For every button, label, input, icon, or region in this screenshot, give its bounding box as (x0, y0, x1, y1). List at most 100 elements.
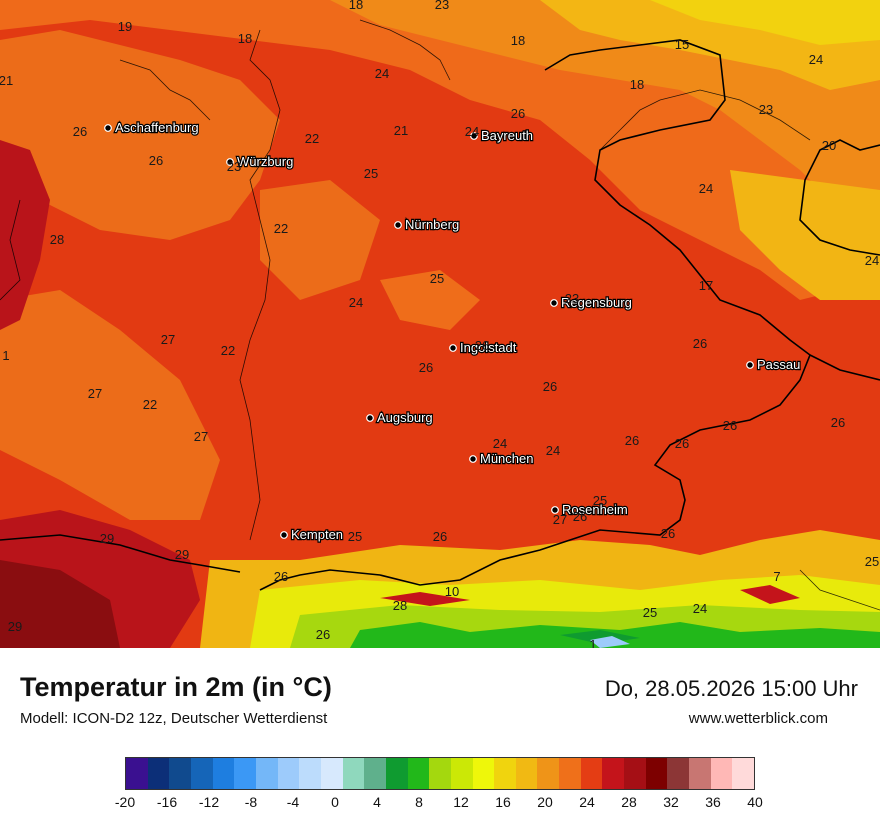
temperature-value-label: 26 (625, 433, 639, 448)
legend-tick-label: 0 (331, 794, 339, 810)
legend-tick-label: -16 (156, 794, 178, 810)
city-label: Regensburg (561, 295, 632, 310)
city-marker[interactable]: Würzburg (226, 153, 295, 170)
legend-color-swatch (277, 758, 300, 789)
legend-tick-label: -12 (198, 794, 220, 810)
legend-color-swatch (732, 758, 755, 789)
legend-tick-label: 12 (453, 794, 469, 810)
legend-tick-label: -20 (114, 794, 136, 810)
legend-color-swatch (234, 758, 256, 789)
temperature-value-label: 29 (8, 619, 22, 634)
temperature-value-label: 24 (375, 66, 389, 81)
temperature-value-label: 15 (675, 37, 689, 52)
city-dot (550, 299, 558, 307)
temperature-value-label: 29 (100, 531, 114, 546)
temperature-value-label: 23 (759, 102, 773, 117)
temperature-value-label: 18 (238, 31, 252, 46)
temperature-value-label: 26 (661, 526, 675, 541)
temperature-value-label: 26 (73, 124, 87, 139)
temperature-value-label: 22 (143, 397, 157, 412)
legend-color-swatch (515, 758, 538, 789)
temperature-value-label: 20 (822, 138, 836, 153)
temperature-value-label: 1 (589, 637, 596, 648)
temperature-value-label: 28 (393, 598, 407, 613)
city-label: Nürnberg (405, 217, 459, 232)
temperature-value-label: 24 (693, 601, 707, 616)
legend-color-swatch (450, 758, 473, 789)
city-dot (746, 361, 754, 369)
website-link[interactable]: www.wetterblick.com (688, 710, 828, 727)
city-dot (104, 124, 112, 132)
city-label: Kempten (291, 527, 343, 542)
temperature-value-label: 26 (316, 627, 330, 642)
temperature-value-label: 23 (227, 159, 241, 174)
legend-tick-label: 40 (747, 794, 763, 810)
temperature-value-label: 22 (274, 221, 288, 236)
legend-tick-label: 24 (579, 794, 595, 810)
city-label: Augsburg (377, 410, 433, 425)
legend-tick-label: -8 (244, 794, 258, 810)
legend-color-swatch (320, 758, 343, 789)
legend-color-swatch (624, 758, 646, 789)
legend-color-swatch (342, 758, 365, 789)
legend-color-swatch (147, 758, 170, 789)
city-marker[interactable]: München (469, 450, 535, 467)
legend-color-swatch (126, 758, 148, 789)
city-marker[interactable]: Nürnberg (394, 216, 460, 233)
temperature-value-label: 18 (349, 0, 363, 12)
city-marker[interactable]: Regensburg (550, 294, 633, 311)
temperature-value-label: 27 (194, 429, 208, 444)
legend-tick-label: 32 (663, 794, 679, 810)
legend-tick-label: 20 (537, 794, 553, 810)
city-label: Bayreuth (481, 128, 533, 143)
temperature-value-label: 26 (831, 415, 845, 430)
city-dot (226, 158, 234, 166)
temperature-value-label: 25 (348, 529, 362, 544)
temperature-value-label: 26 (433, 529, 447, 544)
city-dot (280, 531, 288, 539)
temperature-value-label: 1 (2, 348, 9, 363)
temperature-map[interactable]: Aschaffenburg Würzburg Bayreuth Nürnberg Reg… (0, 0, 880, 648)
temperature-value-label: 26 (675, 436, 689, 451)
color-legend-bar (125, 757, 755, 790)
legend-color-swatch (385, 758, 408, 789)
temperature-value-label: 28 (50, 232, 64, 247)
temperature-value-label: 26 (274, 569, 288, 584)
legend-tick-label: 8 (415, 794, 423, 810)
city-label: Rosenheim (562, 502, 628, 517)
city-label: Aschaffenburg (115, 120, 199, 135)
legend-color-swatch (429, 758, 451, 789)
temperature-value-label: 26 (693, 336, 707, 351)
legend-color-swatch (667, 758, 690, 789)
legend-color-swatch (580, 758, 603, 789)
city-marker[interactable]: Passau (746, 356, 802, 373)
temperature-value-label: 24 (349, 295, 363, 310)
legend-color-swatch (472, 758, 495, 789)
city-label: Passau (757, 357, 800, 372)
legend-color-swatch (190, 758, 213, 789)
legend-color-swatch (169, 758, 191, 789)
temperature-value-label: 24 (865, 253, 879, 268)
temperature-value-label: 27 (88, 386, 102, 401)
city-marker[interactable]: Bayreuth (470, 127, 534, 144)
legend-color-swatch (255, 758, 278, 789)
city-marker[interactable]: Aschaffenburg (104, 119, 200, 136)
legend-color-swatch (537, 758, 560, 789)
legend-tick-label: 36 (705, 794, 721, 810)
temperature-value-label: 25 (865, 554, 879, 569)
city-marker[interactable]: Ingolstadt (449, 339, 518, 356)
city-marker[interactable]: Augsburg (366, 409, 434, 426)
city-marker[interactable]: Rosenheim (551, 501, 629, 518)
temperature-value-label: 21 (0, 73, 13, 88)
temperature-value-label: 26 (149, 153, 163, 168)
temperature-value-label: 25 (364, 166, 378, 181)
city-marker[interactable]: Kempten (280, 526, 344, 543)
temperature-value-label: 21 (394, 123, 408, 138)
city-dot (469, 455, 477, 463)
temperature-value-label: 26 (419, 360, 433, 375)
temperature-value-label: 24 (546, 443, 560, 458)
temperature-value-label: 18 (630, 77, 644, 92)
temperature-value-label: 19 (118, 19, 132, 34)
legend-color-swatch (407, 758, 430, 789)
city-label: Würzburg (237, 154, 293, 169)
